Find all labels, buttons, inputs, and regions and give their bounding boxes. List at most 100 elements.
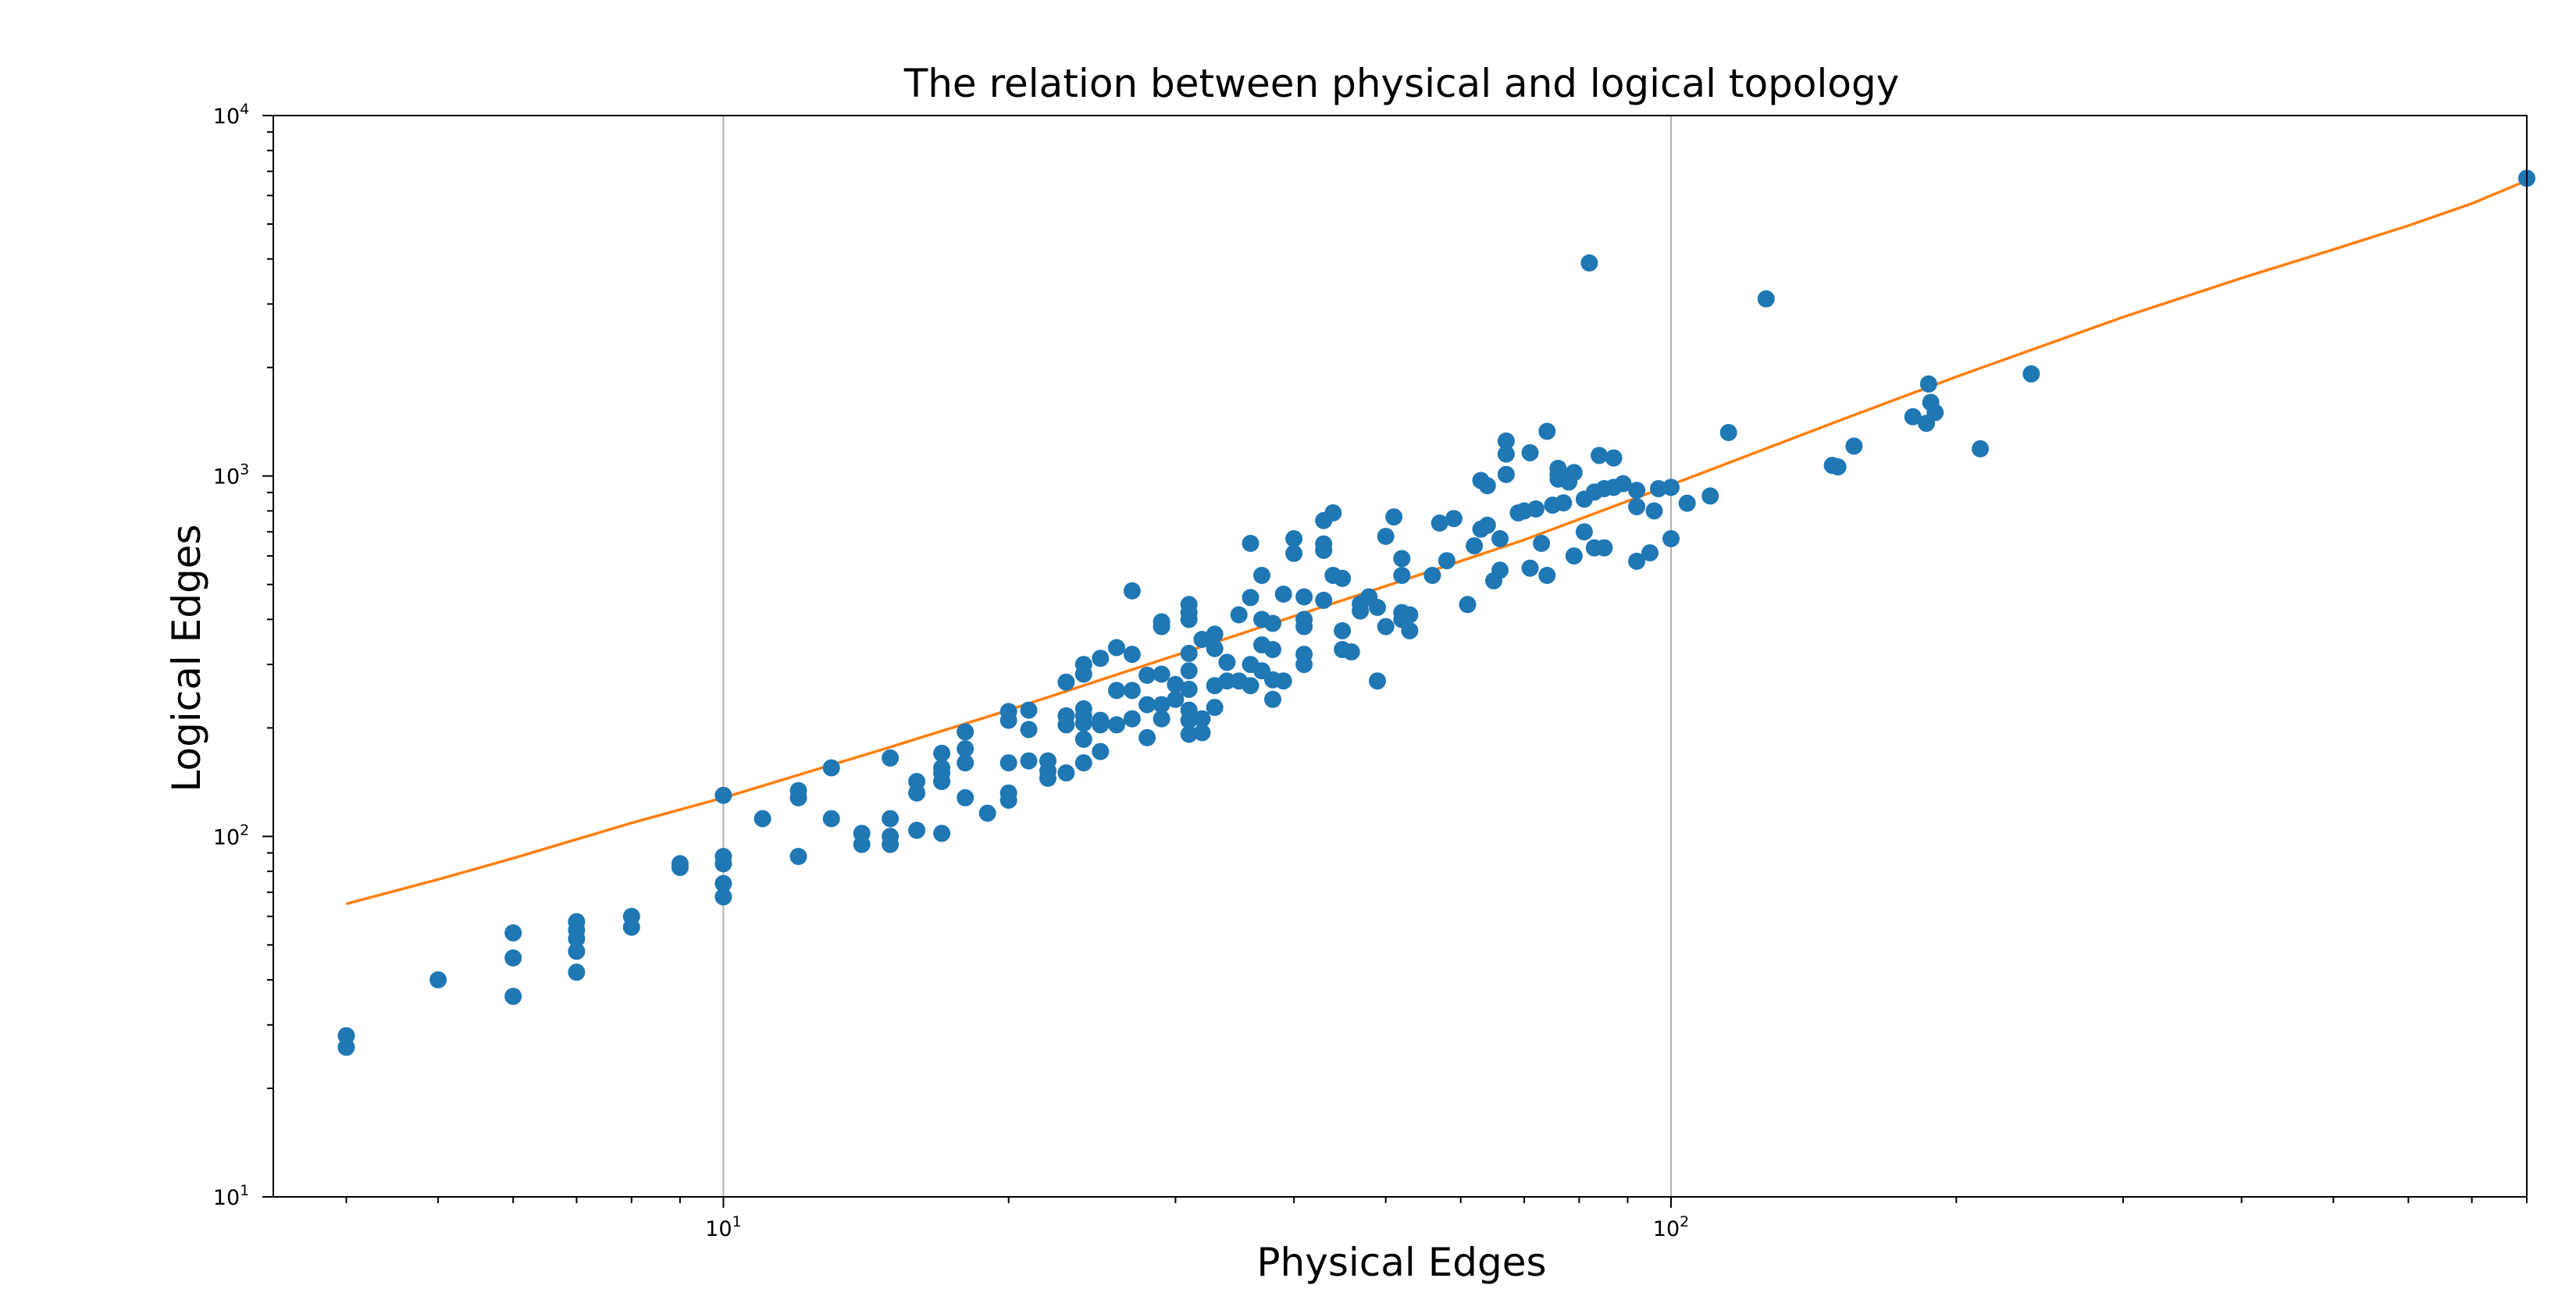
scatter-point <box>1650 479 1667 497</box>
scatter-point <box>1521 443 1539 461</box>
scatter-point <box>568 963 586 981</box>
scatter-point <box>1459 596 1477 614</box>
scatter-point <box>933 759 951 777</box>
scatter-point <box>1138 666 1156 684</box>
scatter-point <box>999 703 1017 721</box>
y-axis-label: Logical Edges <box>164 525 209 792</box>
scatter-point <box>1605 449 1623 467</box>
scatter-point <box>1264 690 1281 708</box>
scatter-point <box>1180 701 1198 719</box>
scatter-point <box>671 855 689 873</box>
scatter-point <box>1628 552 1646 570</box>
scatter-point <box>714 874 732 892</box>
scatter-point <box>1595 539 1613 557</box>
scatter-point <box>1123 582 1141 600</box>
scatter-point <box>1377 618 1395 636</box>
scatter-point <box>1218 653 1236 671</box>
scatter-point <box>1662 530 1680 547</box>
scatter-point <box>1074 754 1092 772</box>
scatter-point <box>1153 710 1170 728</box>
scatter-point <box>957 723 974 741</box>
scatter-point <box>1253 567 1270 584</box>
scatter-point <box>1491 561 1509 579</box>
scatter-point <box>1334 569 1352 587</box>
scatter-point <box>754 810 771 828</box>
scatter-point <box>1478 477 1496 495</box>
scatter-point <box>1180 725 1198 743</box>
scatter-point <box>1565 464 1583 482</box>
scatter-point <box>1020 752 1038 770</box>
scatter-point <box>789 782 807 799</box>
scatter-point <box>1193 710 1211 728</box>
scatter-point <box>1580 254 1598 272</box>
scatter-point <box>1180 644 1198 662</box>
scatter-point <box>1057 707 1075 725</box>
scatter-point <box>1180 662 1198 680</box>
scatter-point <box>1719 424 1737 441</box>
scatter-point <box>1393 550 1411 568</box>
scatter-point <box>1193 724 1211 742</box>
scatter-point <box>504 949 522 967</box>
scatter-point <box>1385 508 1403 526</box>
scatter-point <box>1438 552 1455 570</box>
scatter-point <box>1206 639 1224 657</box>
scatter-point <box>1074 730 1092 748</box>
scatter-point <box>1180 680 1198 698</box>
scatter-point <box>1565 547 1583 565</box>
scatter-point <box>1497 465 1515 483</box>
scatter-point <box>1757 290 1775 308</box>
scatter-point <box>1431 514 1448 532</box>
scatter-point <box>1845 437 1863 455</box>
scatter-point <box>1334 621 1352 639</box>
scatter-point <box>2022 365 2040 383</box>
scatter-point <box>1628 498 1646 515</box>
x-axis-label: Physical Edges <box>1256 1240 1546 1285</box>
scatter-point <box>1538 567 1556 584</box>
scatter-point <box>429 971 447 988</box>
fit-curve-layer <box>346 179 2528 906</box>
scatter-point <box>1242 677 1259 695</box>
scatter-point <box>1591 447 1609 465</box>
y-axis: 101 102 103 104 <box>213 101 273 1210</box>
scatter-point <box>1324 504 1342 522</box>
scatter-point <box>1295 588 1313 606</box>
scatter-point <box>1904 408 1922 425</box>
scatter-point <box>908 773 926 790</box>
scatter-point <box>1701 487 1719 505</box>
scatter-point <box>1230 606 1248 624</box>
scatter-point <box>714 888 732 906</box>
scatter-point <box>1285 544 1303 562</box>
scatter-point <box>1039 752 1056 770</box>
scatter-point <box>1092 650 1110 668</box>
scatter-point <box>1108 716 1125 734</box>
x-axis: 101 102 <box>345 1197 2528 1241</box>
scatter-point <box>1342 643 1360 660</box>
scatter-point <box>1549 459 1567 477</box>
points-layer <box>337 169 2535 1056</box>
scatter-point <box>957 740 974 758</box>
scatter-point <box>1180 596 1198 614</box>
grid-layer <box>722 116 1673 1197</box>
scatter-point <box>1919 375 1937 393</box>
scatter-point <box>908 821 926 839</box>
scatter-point <box>714 786 732 804</box>
scatter-point <box>1218 672 1236 690</box>
scatter-point <box>999 784 1017 802</box>
scatter-point <box>1401 621 1419 639</box>
scatter-point <box>1401 606 1419 624</box>
scatter-point <box>1153 613 1170 631</box>
chart-title: The relation between physical and logica… <box>903 61 1900 106</box>
scatter-point <box>1242 589 1259 607</box>
scatter-point <box>933 744 951 762</box>
scatter-point <box>622 907 640 925</box>
scatter-point <box>1108 639 1125 657</box>
scatter-point <box>853 824 871 842</box>
scatter-point <box>1555 494 1573 512</box>
y-tick-label: 104 <box>213 101 249 129</box>
scatter-point <box>1315 591 1333 609</box>
scatter-point <box>1369 599 1386 616</box>
scatter-point <box>1533 535 1551 552</box>
scatter-point <box>1274 586 1292 603</box>
scatter-point <box>1521 559 1539 577</box>
